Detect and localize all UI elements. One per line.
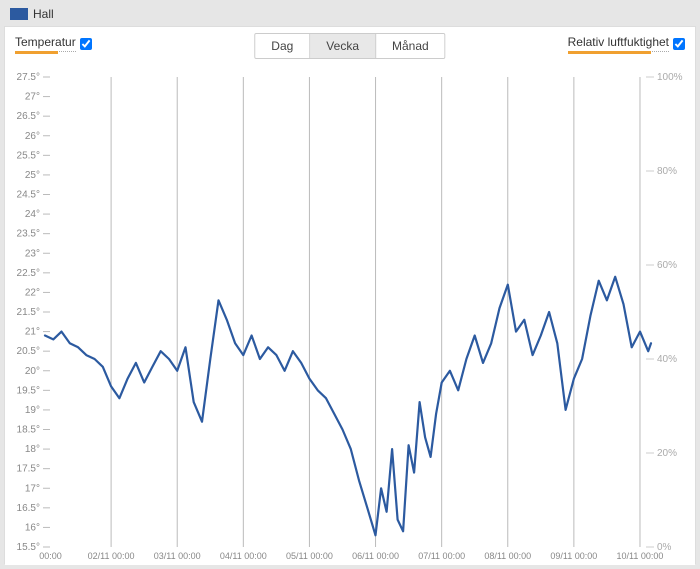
svg-text:10/11 00:00: 10/11 00:00 — [617, 551, 664, 561]
period-tab-dag[interactable]: Dag — [255, 34, 310, 58]
svg-text:23.5°: 23.5° — [17, 229, 40, 240]
svg-text:23°: 23° — [25, 248, 40, 259]
svg-text:25.5°: 25.5° — [17, 150, 40, 161]
svg-text:60%: 60% — [657, 260, 677, 271]
svg-text:20°: 20° — [25, 366, 40, 377]
period-tab-månad[interactable]: Månad — [376, 34, 445, 58]
toggle-temperature-checkbox[interactable] — [80, 38, 92, 50]
toggle-humidity-checkbox[interactable] — [673, 38, 685, 50]
legend-bar: Hall — [0, 0, 700, 26]
svg-text:09/11 00:00: 09/11 00:00 — [550, 551, 597, 561]
svg-text:20%: 20% — [657, 448, 677, 459]
svg-text:22°: 22° — [25, 287, 40, 298]
svg-text:18°: 18° — [25, 444, 40, 455]
svg-text:04/11 00:00: 04/11 00:00 — [220, 551, 267, 561]
toggle-temperature-label: Temperatur — [15, 35, 76, 49]
svg-text:19°: 19° — [25, 405, 40, 416]
svg-text:26°: 26° — [25, 131, 40, 142]
svg-text:100%: 100% — [657, 72, 683, 83]
svg-text:26.5°: 26.5° — [17, 111, 40, 122]
chart-panel: Temperatur DagVeckaMånad Relativ luftfuk… — [4, 26, 696, 564]
svg-text:80%: 80% — [657, 166, 677, 177]
chart-area: 15.5° 16° 16.5° 17° 17.5° 18° 18.5° 19° 19.5° 20°… — [5, 63, 695, 563]
toggle-humidity[interactable]: Relativ luftfuktighet — [568, 35, 685, 52]
svg-text:19.5°: 19.5° — [17, 385, 40, 396]
svg-text:17.5°: 17.5° — [17, 464, 40, 475]
svg-text:21°: 21° — [25, 327, 40, 338]
chart-svg: 15.5° 16° 16.5° 17° 17.5° 18° 18.5° 19° 19.5° 20°… — [5, 63, 695, 565]
svg-text:16°: 16° — [25, 522, 40, 533]
svg-text:27.5°: 27.5° — [17, 72, 40, 83]
svg-text:27°: 27° — [25, 92, 40, 103]
svg-text:20.5°: 20.5° — [17, 346, 40, 357]
period-tab-vecka[interactable]: Vecka — [310, 34, 376, 58]
svg-text:00:00: 00:00 — [39, 551, 62, 561]
period-tabs: DagVeckaMånad — [254, 33, 445, 59]
svg-text:22.5°: 22.5° — [17, 268, 40, 279]
svg-text:05/11 00:00: 05/11 00:00 — [286, 551, 333, 561]
legend-swatch — [10, 8, 28, 20]
svg-text:25°: 25° — [25, 170, 40, 181]
svg-text:18.5°: 18.5° — [17, 425, 40, 436]
svg-text:21.5°: 21.5° — [17, 307, 40, 318]
svg-text:15.5°: 15.5° — [17, 542, 40, 553]
svg-text:16.5°: 16.5° — [17, 503, 40, 514]
toggle-temperature[interactable]: Temperatur — [15, 35, 92, 52]
svg-text:03/11 00:00: 03/11 00:00 — [154, 551, 201, 561]
svg-text:07/11 00:00: 07/11 00:00 — [418, 551, 465, 561]
svg-text:40%: 40% — [657, 354, 677, 365]
svg-text:06/11 00:00: 06/11 00:00 — [352, 551, 399, 561]
top-controls: Temperatur DagVeckaMånad Relativ luftfuk… — [5, 27, 695, 63]
toggle-humidity-label: Relativ luftfuktighet — [568, 35, 669, 49]
svg-text:08/11 00:00: 08/11 00:00 — [484, 551, 531, 561]
svg-text:02/11 00:00: 02/11 00:00 — [88, 551, 135, 561]
legend-label: Hall — [33, 7, 54, 21]
svg-text:17°: 17° — [25, 483, 40, 494]
svg-text:24°: 24° — [25, 209, 40, 220]
svg-text:24.5°: 24.5° — [17, 190, 40, 201]
toggle-humidity-underline — [568, 51, 651, 54]
toggle-temperature-underline — [15, 51, 58, 54]
